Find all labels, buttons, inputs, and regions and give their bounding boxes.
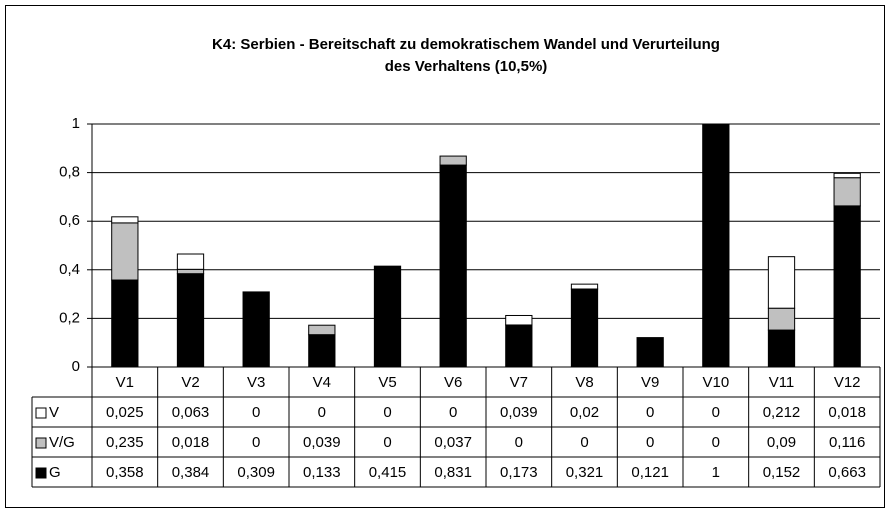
- table-value: 0: [712, 434, 720, 451]
- bar-segment: [308, 324, 336, 336]
- x-tick-label: V10: [702, 374, 729, 391]
- legend-key: [35, 407, 47, 419]
- bar-segment: [111, 279, 139, 368]
- table-value: 0: [646, 404, 654, 421]
- bar-segment: [570, 288, 599, 368]
- table-value: 0: [252, 434, 260, 451]
- table-value: 0,235: [106, 434, 144, 451]
- legend-label: V: [49, 404, 59, 421]
- table-value: 0: [580, 434, 588, 451]
- table-value: 0: [318, 404, 326, 421]
- y-tick-label: 0,2: [59, 309, 80, 326]
- bar-segment: [570, 283, 599, 290]
- table-value: 0,173: [500, 464, 538, 481]
- x-tick-label: V3: [247, 374, 265, 391]
- table-value: 0,039: [303, 434, 341, 451]
- table-value: 0,358: [106, 464, 144, 481]
- table-value: 0: [515, 434, 523, 451]
- bar-segment: [505, 324, 533, 368]
- x-tick-label: V4: [313, 374, 331, 391]
- bar-segment: [767, 307, 796, 331]
- legend-label: G: [49, 464, 61, 481]
- bar-segment: [439, 164, 467, 368]
- table-value: 0: [449, 404, 457, 421]
- table-value: 0,116: [829, 434, 865, 451]
- bar-segment: [767, 329, 796, 368]
- x-tick-label: V8: [575, 374, 593, 391]
- table-value: 0,133: [303, 464, 341, 481]
- bar-segment: [767, 256, 796, 309]
- legend-label: V/G: [49, 434, 75, 451]
- table-value: 0,321: [566, 464, 604, 481]
- table-value: 0: [712, 404, 720, 421]
- table-value: 0,018: [172, 434, 210, 451]
- bar-segment: [833, 172, 861, 179]
- table-value: 0,037: [434, 434, 472, 451]
- table-value: 0,212: [763, 404, 801, 421]
- bar-segment: [833, 177, 861, 207]
- table-value: 0,831: [434, 464, 472, 481]
- table-value: 0,09: [767, 434, 796, 451]
- bar-segment: [176, 253, 205, 270]
- x-tick-label: V5: [378, 374, 396, 391]
- chart-title: K4: Serbien - Bereitschaft zu demokratis…: [212, 36, 720, 53]
- x-tick-label: V1: [116, 374, 134, 391]
- table-value: 0,02: [570, 404, 599, 421]
- x-tick-label: V9: [641, 374, 659, 391]
- bar-segment: [111, 216, 139, 224]
- bar-segment: [636, 337, 664, 368]
- table-value: 0,152: [763, 464, 801, 481]
- legend-key: [35, 437, 47, 449]
- table-value: 0,415: [369, 464, 407, 481]
- x-tick-label: V11: [769, 374, 795, 391]
- bar-segment: [439, 155, 467, 166]
- table-value: 0,018: [828, 404, 866, 421]
- table-value: 0,039: [500, 404, 538, 421]
- table-value: 0,384: [172, 464, 210, 481]
- bar-segment: [176, 268, 205, 275]
- bar-segment: [833, 205, 861, 368]
- table-value: 0,663: [828, 464, 866, 481]
- y-tick-label: 0,6: [59, 212, 80, 229]
- bar-segment: [373, 265, 402, 368]
- y-tick-label: 0: [72, 358, 80, 375]
- table-value: 1: [712, 464, 720, 481]
- table-value: 0: [383, 434, 391, 451]
- x-tick-label: V12: [834, 374, 861, 391]
- bar-segment: [505, 314, 533, 326]
- x-tick-label: V7: [510, 374, 528, 391]
- table-value: 0,025: [106, 404, 144, 421]
- y-tick-label: 0,8: [59, 164, 80, 181]
- table-value: 0,121: [631, 464, 669, 481]
- table-value: 0: [383, 404, 391, 421]
- bar-segment: [308, 334, 336, 368]
- y-tick-label: 0,4: [59, 261, 80, 278]
- table-value: 0,309: [237, 464, 275, 481]
- legend-key: [35, 467, 47, 479]
- y-tick-label: 1: [72, 115, 80, 132]
- bar-segment: [176, 273, 205, 368]
- table-value: 0,063: [172, 404, 210, 421]
- x-tick-label: V2: [181, 374, 199, 391]
- table-value: 0: [252, 404, 260, 421]
- table-value: 0: [646, 434, 654, 451]
- bar-segment: [242, 291, 270, 368]
- bar-segment: [702, 123, 730, 368]
- x-tick-label: V6: [444, 374, 462, 391]
- bar-segment: [111, 222, 139, 281]
- chart-title: des Verhaltens (10,5%): [385, 58, 548, 75]
